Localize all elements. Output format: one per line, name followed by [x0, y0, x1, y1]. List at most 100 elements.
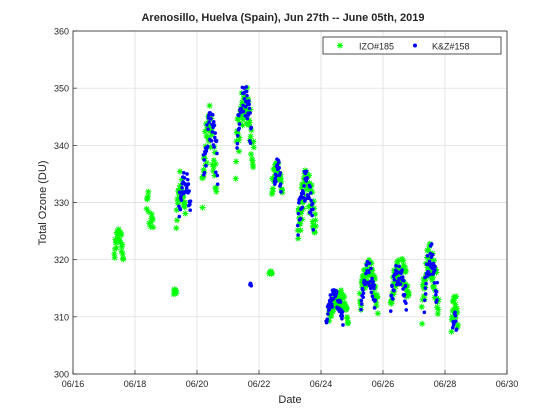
kz158-point — [334, 289, 339, 294]
kz158-point — [432, 281, 437, 285]
kz158-point — [278, 171, 283, 175]
kz158-point — [275, 163, 280, 167]
kz158-point — [400, 275, 405, 279]
izo185-point — [453, 305, 460, 312]
izo185-point — [147, 223, 154, 230]
kz158-point — [453, 310, 457, 315]
izo185-point — [238, 112, 245, 119]
izo185-point — [371, 276, 378, 283]
kz158-point — [372, 283, 376, 288]
kz158-point — [401, 287, 405, 291]
izo185-point — [328, 306, 335, 313]
kz158-point — [241, 109, 246, 114]
kz158-point — [178, 207, 183, 212]
izo185-point — [244, 107, 251, 114]
izo185-point — [358, 280, 365, 287]
izo185-point — [249, 157, 256, 164]
kz158-point — [311, 227, 316, 232]
kz158-point — [302, 184, 306, 188]
izo185-point — [211, 172, 218, 179]
izo185-point — [149, 216, 156, 223]
kz158-point — [279, 190, 283, 194]
kz158-point — [426, 269, 431, 274]
izo185-point — [175, 197, 182, 204]
izo185-point — [177, 182, 184, 189]
kz158-point — [245, 116, 250, 121]
kz158-point — [304, 169, 309, 174]
izo185-point — [212, 160, 219, 167]
izo185-point — [449, 313, 456, 320]
kz158-point — [213, 131, 217, 135]
kz158-point — [247, 106, 252, 111]
kz158-point — [389, 293, 394, 298]
kz158-point — [249, 283, 254, 288]
kz158-point — [369, 266, 373, 271]
izo185-point — [114, 231, 121, 238]
kz158-point — [243, 105, 248, 109]
izo185-point — [268, 191, 275, 198]
kz158-point — [391, 297, 395, 301]
kz158-point — [424, 281, 428, 286]
kz158-point — [237, 122, 242, 126]
izo185-point — [388, 300, 395, 307]
kz158-point — [215, 182, 220, 187]
kz158-point — [361, 295, 365, 300]
kz158-point — [401, 278, 406, 283]
izo185-point — [268, 270, 275, 277]
kz158-point — [338, 300, 343, 304]
kz158-point — [205, 123, 209, 127]
izo185-point — [243, 120, 250, 127]
kz158-point — [296, 233, 300, 237]
kz158-point — [304, 179, 309, 183]
izo185-point — [434, 304, 441, 311]
kz158-point — [277, 160, 281, 164]
kz158-point — [329, 302, 334, 307]
izo185-point — [176, 168, 183, 175]
izo185-point — [329, 308, 336, 315]
kz158-point — [327, 307, 332, 312]
x-tick-label: 06/20 — [186, 379, 209, 389]
kz158-point — [248, 111, 252, 115]
kz158-point — [433, 268, 437, 272]
izo185-point — [144, 196, 151, 203]
kz158-point — [359, 302, 364, 306]
izo185-point — [400, 262, 407, 269]
izo185-point — [145, 188, 152, 195]
izo185-point — [374, 293, 381, 300]
kz158-point — [425, 253, 430, 258]
x-tick-label: 06/24 — [310, 379, 333, 389]
izo185-point — [326, 317, 333, 324]
izo185-point — [200, 166, 207, 173]
kz158-point — [212, 145, 216, 149]
izo185-point — [235, 148, 242, 155]
izo185-point — [356, 290, 363, 297]
izo185-point — [433, 269, 440, 276]
kz158-point — [184, 186, 189, 190]
kz158-point — [177, 214, 182, 219]
izo185-point — [299, 181, 306, 188]
izo185-point — [182, 210, 189, 217]
kz158-point — [237, 126, 241, 131]
kz158-point — [297, 200, 301, 205]
kz158-point — [400, 268, 404, 272]
izo185-point — [204, 135, 211, 142]
izo185-point — [373, 302, 380, 309]
izo185-point — [250, 144, 257, 151]
kz158-point — [308, 191, 313, 195]
kz158-point — [403, 283, 408, 288]
izo185-point — [390, 291, 397, 298]
izo185-point — [297, 220, 304, 227]
kz158-point — [454, 327, 459, 332]
kz158-point — [188, 199, 193, 203]
kz158-point — [210, 112, 215, 117]
izo185-point — [295, 235, 302, 242]
kz158-point — [187, 189, 191, 193]
y-tick-label: 340 — [54, 141, 69, 151]
izo185-point — [114, 228, 121, 235]
y-tick-label: 330 — [54, 198, 69, 208]
izo185-point — [239, 122, 246, 129]
kz158-point — [311, 207, 315, 212]
kz158-point — [214, 170, 218, 175]
kz158-point — [204, 163, 208, 168]
kz158-point — [202, 170, 207, 175]
